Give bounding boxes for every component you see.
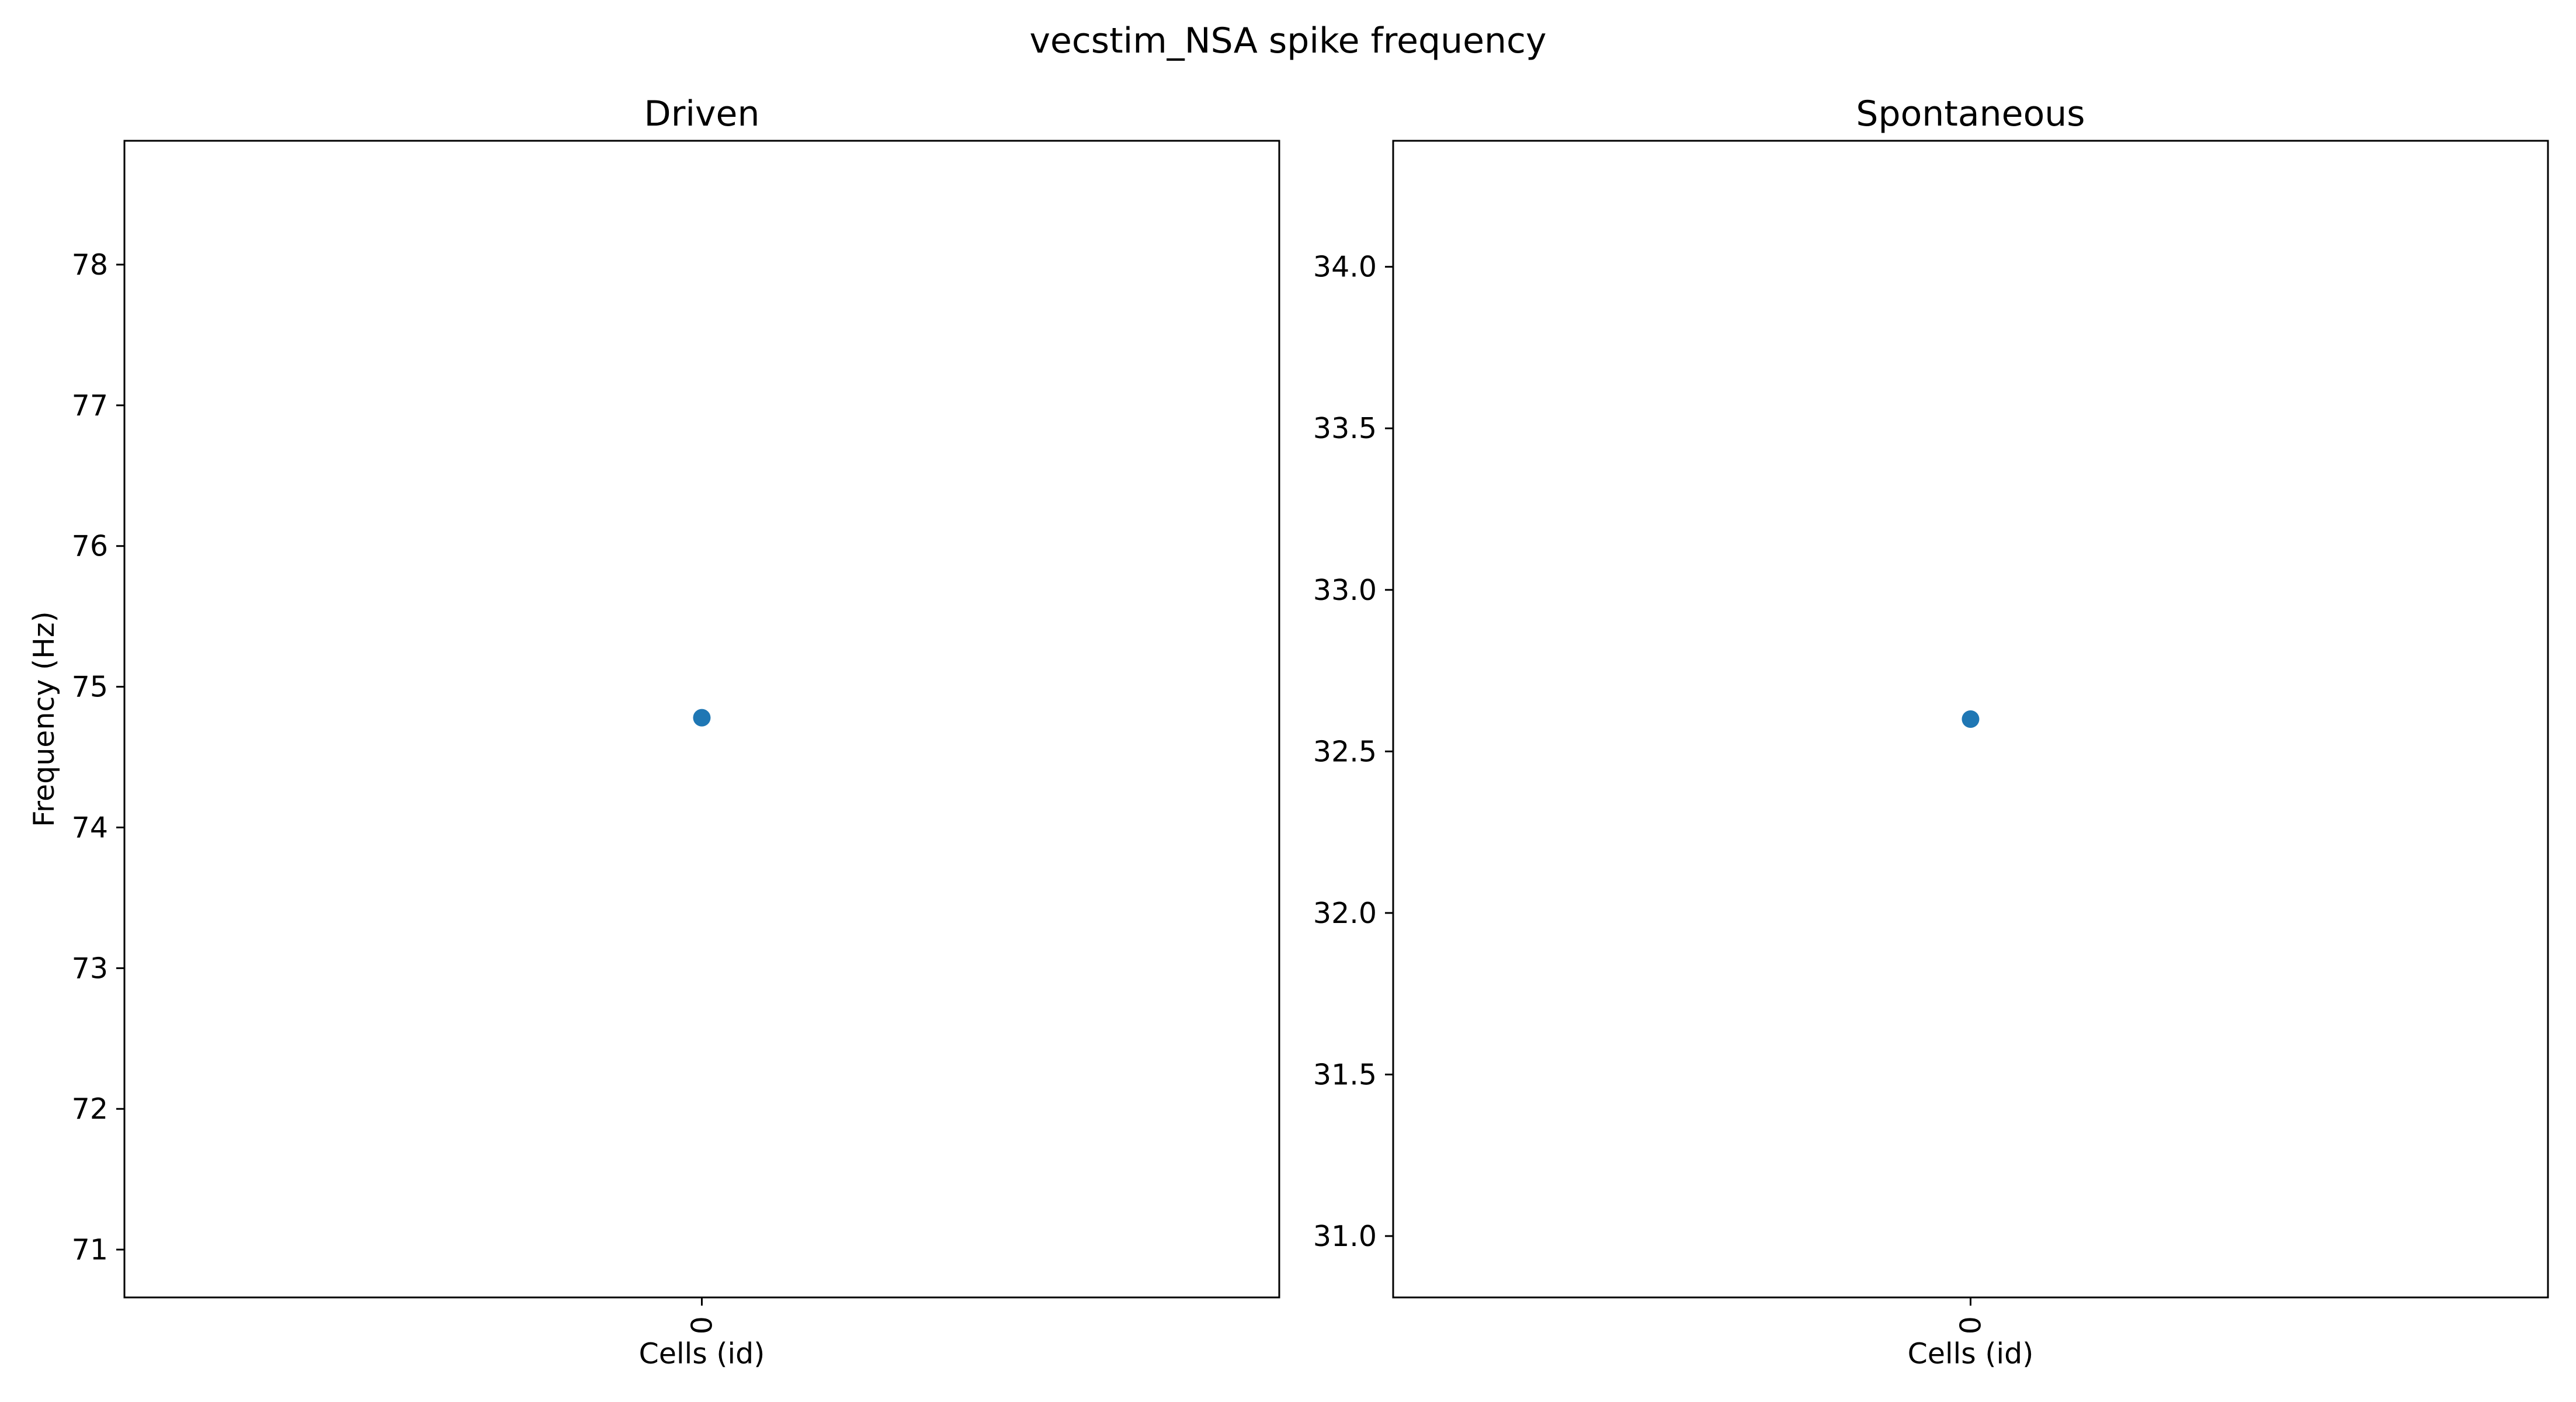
spontaneous-y-tick-label: 33.0 bbox=[1313, 574, 1377, 607]
panel-driven: Driven 71 72 73 74 75 76 77 78 0 Cells (id) Frequen… bbox=[27, 93, 1280, 1370]
spontaneous-y-tick-label: 33.5 bbox=[1313, 412, 1377, 445]
driven-y-tick-label: 72 bbox=[72, 1092, 108, 1126]
driven-y-tick-label: 77 bbox=[72, 389, 108, 422]
spontaneous-y-tick-label: 32.5 bbox=[1313, 735, 1377, 768]
spontaneous-panel-title: Spontaneous bbox=[1856, 93, 2085, 134]
driven-y-axis-label: Frequency (Hz) bbox=[27, 611, 61, 827]
spontaneous-x-tick-label: 0 bbox=[1954, 1316, 1988, 1334]
figure-title: vecstim_NSA spike frequency bbox=[1029, 20, 1546, 61]
spontaneous-data-point bbox=[1961, 710, 1980, 728]
driven-data-point bbox=[693, 709, 711, 727]
driven-panel-title: Driven bbox=[644, 93, 760, 134]
spontaneous-y-tick-label: 31.5 bbox=[1313, 1058, 1377, 1091]
driven-x-axis-label: Cells (id) bbox=[639, 1337, 765, 1370]
spontaneous-y-tick-label: 32.0 bbox=[1313, 897, 1377, 930]
driven-y-tick-label: 78 bbox=[72, 248, 108, 282]
spontaneous-x-axis-label: Cells (id) bbox=[1908, 1337, 2034, 1370]
driven-y-tick-label: 76 bbox=[72, 530, 108, 563]
spontaneous-y-tick-label: 31.0 bbox=[1313, 1220, 1377, 1253]
panel-spontaneous: Spontaneous 31.0 31.5 32.0 32.5 33.0 33.5 34.0 0… bbox=[1313, 93, 2549, 1370]
driven-y-tick-label: 73 bbox=[72, 952, 108, 985]
driven-y-tick-label: 71 bbox=[72, 1233, 108, 1266]
driven-y-tick-label: 75 bbox=[72, 671, 108, 704]
driven-x-tick-label: 0 bbox=[686, 1316, 719, 1334]
spontaneous-y-tick-label: 34.0 bbox=[1313, 251, 1377, 284]
driven-y-tick-label: 74 bbox=[72, 811, 108, 844]
